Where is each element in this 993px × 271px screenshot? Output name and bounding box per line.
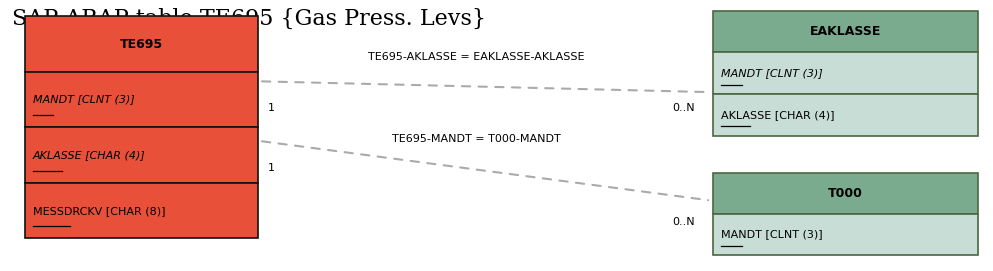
Text: 1: 1	[268, 163, 275, 173]
Bar	[713, 52, 978, 94]
Bar	[25, 16, 258, 72]
Text: MANDT [CLNT (3)]: MANDT [CLNT (3)]	[721, 68, 822, 78]
Text: MESSDRCKV [CHAR (8)]: MESSDRCKV [CHAR (8)]	[33, 206, 165, 216]
Text: 0..N: 0..N	[672, 103, 695, 113]
Text: AKLASSE [CHAR (4)]: AKLASSE [CHAR (4)]	[33, 150, 146, 160]
Text: TE695: TE695	[120, 38, 163, 50]
Text: MANDT [CLNT (3)]: MANDT [CLNT (3)]	[721, 230, 822, 239]
Bar	[713, 214, 978, 255]
Bar	[713, 11, 978, 52]
Text: 0..N: 0..N	[672, 217, 695, 227]
Text: T000: T000	[828, 187, 863, 200]
Text: AKLASSE [CHAR (4)]: AKLASSE [CHAR (4)]	[721, 110, 834, 120]
Bar	[713, 173, 978, 214]
Text: EAKLASSE: EAKLASSE	[810, 25, 881, 38]
Bar	[713, 94, 978, 136]
Text: MANDT [CLNT (3)]: MANDT [CLNT (3)]	[33, 95, 134, 105]
Text: TE695-AKLASSE = EAKLASSE-AKLASSE: TE695-AKLASSE = EAKLASSE-AKLASSE	[368, 52, 585, 62]
Bar	[25, 72, 258, 127]
Text: TE695-MANDT = T000-MANDT: TE695-MANDT = T000-MANDT	[392, 134, 561, 144]
Text: SAP ABAP table TE695 {Gas Press. Levs}: SAP ABAP table TE695 {Gas Press. Levs}	[12, 8, 486, 30]
Text: 1: 1	[268, 103, 275, 113]
Bar	[25, 183, 258, 238]
Bar	[25, 127, 258, 183]
